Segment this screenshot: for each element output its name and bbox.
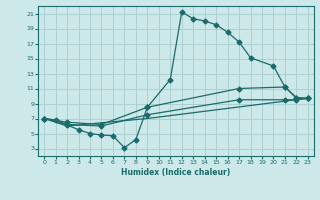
X-axis label: Humidex (Indice chaleur): Humidex (Indice chaleur): [121, 168, 231, 177]
